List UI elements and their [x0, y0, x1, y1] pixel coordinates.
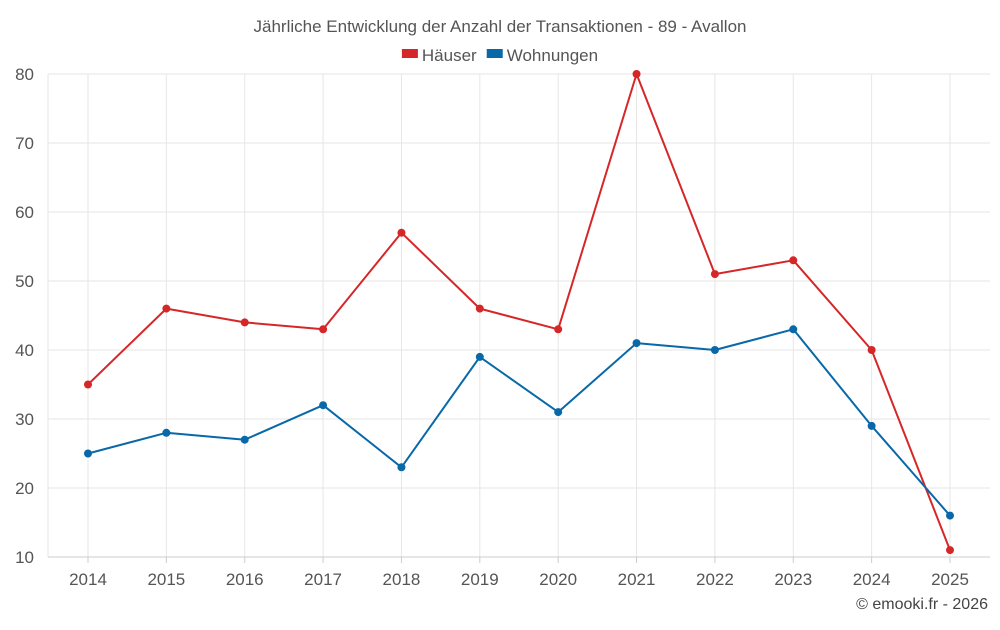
- data-point[interactable]: [867, 421, 876, 430]
- series-layer: [84, 70, 954, 555]
- x-tick-label: 2025: [931, 570, 969, 589]
- series-Wohnungen: [84, 325, 954, 520]
- data-point[interactable]: [84, 380, 92, 389]
- y-tick-label: 80: [15, 65, 34, 84]
- y-tick-label: 60: [15, 203, 34, 222]
- data-point[interactable]: [397, 228, 406, 237]
- axes: 10 20 30 40 50 60 70 80 2014 2015 2016 2017 2018 2019…: [15, 65, 990, 589]
- data-point[interactable]: [554, 408, 563, 417]
- y-tick-label: 10: [15, 548, 34, 567]
- y-tick-label: 70: [15, 134, 34, 153]
- y-tick-label: 30: [15, 410, 34, 429]
- legend-label: Wohnungen: [507, 46, 598, 65]
- x-tick-label: 2023: [774, 570, 812, 589]
- series-line: [87, 328, 951, 517]
- legend-item[interactable]: Häuser: [401, 46, 477, 65]
- data-point[interactable]: [946, 546, 954, 555]
- data-point[interactable]: [789, 256, 798, 265]
- data-point[interactable]: [789, 325, 798, 334]
- x-tick-label: 2014: [69, 570, 107, 589]
- data-point[interactable]: [632, 70, 641, 78]
- x-tick-label: 2021: [618, 570, 656, 589]
- y-tick-label: 50: [15, 272, 34, 291]
- data-point[interactable]: [475, 304, 484, 313]
- legend-label: Häuser: [422, 46, 477, 65]
- x-tick-label: 2019: [461, 570, 499, 589]
- legend-item[interactable]: Wohnungen: [486, 46, 598, 65]
- x-tick-label: 2016: [226, 570, 264, 589]
- data-point[interactable]: [397, 463, 406, 472]
- data-point[interactable]: [710, 346, 719, 354]
- data-point[interactable]: [710, 270, 719, 279]
- y-tick-label: 20: [15, 479, 34, 498]
- data-point[interactable]: [162, 428, 171, 437]
- series-Häuser: [84, 70, 954, 555]
- x-tick-label: 2024: [853, 570, 891, 589]
- data-point[interactable]: [240, 318, 249, 327]
- legend-swatch: [401, 49, 418, 58]
- data-point[interactable]: [867, 346, 876, 354]
- legend: Häuser Wohnungen: [401, 46, 598, 65]
- data-point[interactable]: [946, 511, 954, 520]
- data-point[interactable]: [162, 304, 171, 313]
- x-tick-label: 2018: [383, 570, 421, 589]
- data-point[interactable]: [84, 449, 92, 458]
- credit-text: © emooki.fr - 2026: [856, 596, 988, 613]
- y-tick-label: 40: [15, 341, 34, 360]
- data-point[interactable]: [319, 325, 328, 334]
- chart-title: Jährliche Entwicklung der Anzahl der Tra…: [254, 17, 747, 36]
- x-tick-label: 2022: [696, 570, 734, 589]
- grid: [48, 73, 990, 557]
- series-line: [87, 73, 951, 551]
- data-point[interactable]: [475, 352, 484, 361]
- data-point[interactable]: [240, 435, 249, 444]
- legend-swatch: [486, 49, 503, 58]
- data-point[interactable]: [554, 325, 563, 334]
- x-tick-label: 2020: [539, 570, 577, 589]
- x-tick-label: 2015: [147, 570, 185, 589]
- x-tick-label: 2017: [304, 570, 342, 589]
- data-point[interactable]: [632, 339, 641, 348]
- data-point[interactable]: [319, 401, 328, 410]
